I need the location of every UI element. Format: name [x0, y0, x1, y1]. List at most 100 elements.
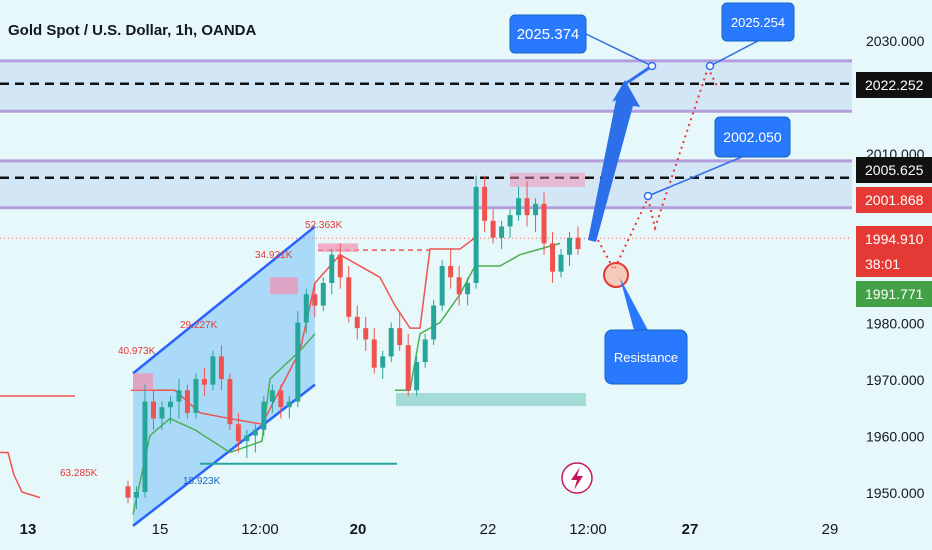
vp-box-5	[396, 393, 586, 407]
candle-body[interactable]	[380, 356, 386, 368]
time-axis-layer: 13 15 12:00 20 22 12:00 27 29	[20, 521, 839, 538]
candle-body[interactable]	[329, 254, 335, 283]
candle-body[interactable]	[227, 379, 233, 425]
candle-body[interactable]	[465, 282, 471, 295]
resistance-circle[interactable]	[603, 262, 629, 288]
candle-body[interactable]	[524, 198, 530, 216]
candle-body[interactable]	[278, 390, 284, 408]
price-tag-label: 2022.252	[865, 77, 924, 93]
candle-body[interactable]	[567, 237, 573, 255]
callout-2025-374-anchor	[647, 61, 657, 71]
candle-body[interactable]	[371, 339, 377, 368]
volume-label: 29.227K	[180, 320, 218, 331]
channel-upper-line[interactable]	[132, 225, 316, 375]
candle-body[interactable]	[414, 362, 420, 391]
zones-layer	[0, 59, 852, 239]
candle-body[interactable]	[269, 390, 275, 402]
price-tag-label: 1994.910	[865, 231, 924, 247]
overlays-layer: 2025.374 2025.254 2002.050 Resistance	[509, 2, 795, 494]
candle-body[interactable]	[133, 492, 139, 498]
candle-body[interactable]	[541, 203, 547, 244]
resistance-label: Resistance	[614, 350, 678, 365]
candle-body[interactable]	[516, 198, 522, 216]
resistance-callout[interactable]	[604, 329, 688, 385]
price-tag	[856, 187, 932, 213]
candle-body[interactable]	[150, 401, 156, 419]
candle-body[interactable]	[422, 339, 428, 363]
candle-body[interactable]	[159, 407, 165, 419]
candle-body[interactable]	[499, 226, 505, 238]
bullish-projection-arrow	[588, 80, 640, 242]
candle-body[interactable]	[473, 186, 479, 283]
vp-box-2	[270, 277, 298, 295]
x-tick-label: 12:00	[569, 521, 607, 538]
volume-label: 34.921K	[255, 250, 293, 261]
candle-body[interactable]	[235, 424, 241, 442]
candle-body[interactable]	[320, 282, 326, 306]
x-tick-label: 20	[350, 521, 367, 538]
candle-body[interactable]	[490, 220, 496, 238]
candle-body[interactable]	[558, 254, 564, 272]
rising-channel-fill	[133, 226, 315, 526]
callout-2002-050-anchor	[643, 191, 653, 201]
channel-lower-line[interactable]	[132, 383, 316, 527]
callout-2025-374-label: 2025.374	[517, 26, 580, 43]
price-tag-label: 2001.868	[865, 192, 924, 208]
volume-label: 63.285K	[60, 468, 98, 479]
candle-body[interactable]	[550, 243, 556, 272]
x-tick-label: 22	[480, 521, 497, 538]
candle-body[interactable]	[261, 401, 267, 430]
candle-body[interactable]	[337, 254, 343, 278]
candle-body[interactable]	[193, 379, 199, 413]
y-tick-label: 1960.000	[866, 429, 925, 445]
callout-2025-254-anchor	[705, 61, 715, 71]
callout-2025-254[interactable]	[721, 2, 795, 42]
y-tick-label: 2030.000	[866, 33, 925, 49]
callout-2002-050[interactable]	[714, 116, 791, 158]
candle-body[interactable]	[286, 401, 292, 408]
support-trail-line-1	[132, 333, 316, 515]
vp-box-4	[510, 172, 585, 187]
x-tick-label: 13	[20, 521, 37, 538]
price-tag-label: 38:01	[865, 256, 900, 272]
candle-body[interactable]	[507, 215, 513, 227]
candle-body[interactable]	[312, 294, 318, 306]
candle-body[interactable]	[125, 486, 131, 498]
candle-body[interactable]	[363, 328, 369, 340]
candle-body[interactable]	[405, 345, 411, 391]
candle-body[interactable]	[218, 356, 224, 379]
candle-body[interactable]	[244, 435, 250, 442]
volume-label: 40.973K	[118, 346, 156, 357]
candle-body[interactable]	[575, 237, 581, 250]
candle-body[interactable]	[176, 390, 182, 402]
vp-box-3	[318, 243, 358, 252]
resistance-pointer	[620, 278, 650, 334]
candle-body[interactable]	[142, 401, 148, 492]
candle-body[interactable]	[210, 356, 216, 385]
candle-body[interactable]	[354, 316, 360, 329]
left-red-trail	[0, 451, 41, 499]
candle-body[interactable]	[295, 322, 301, 402]
candle-body[interactable]	[456, 277, 462, 295]
candle-body[interactable]	[439, 266, 445, 306]
candle-body[interactable]	[397, 328, 403, 346]
candle-body[interactable]	[346, 277, 352, 317]
candle-body[interactable]	[303, 294, 309, 323]
candles-layer	[125, 175, 581, 509]
candle-body[interactable]	[184, 390, 190, 413]
vp-box-1	[133, 373, 153, 391]
candle-body[interactable]	[388, 328, 394, 357]
price-tag	[856, 157, 932, 183]
callout-2025-374[interactable]	[509, 14, 587, 54]
candle-body[interactable]	[201, 379, 207, 385]
candle-body[interactable]	[533, 203, 539, 216]
candle-body[interactable]	[431, 305, 437, 340]
callout-2025-254-label: 2025.254	[731, 15, 785, 30]
candle-body[interactable]	[448, 266, 454, 278]
candle-body[interactable]	[252, 429, 258, 436]
candle-body[interactable]	[167, 401, 173, 408]
candle-body[interactable]	[482, 186, 488, 221]
price-tag	[856, 281, 932, 307]
